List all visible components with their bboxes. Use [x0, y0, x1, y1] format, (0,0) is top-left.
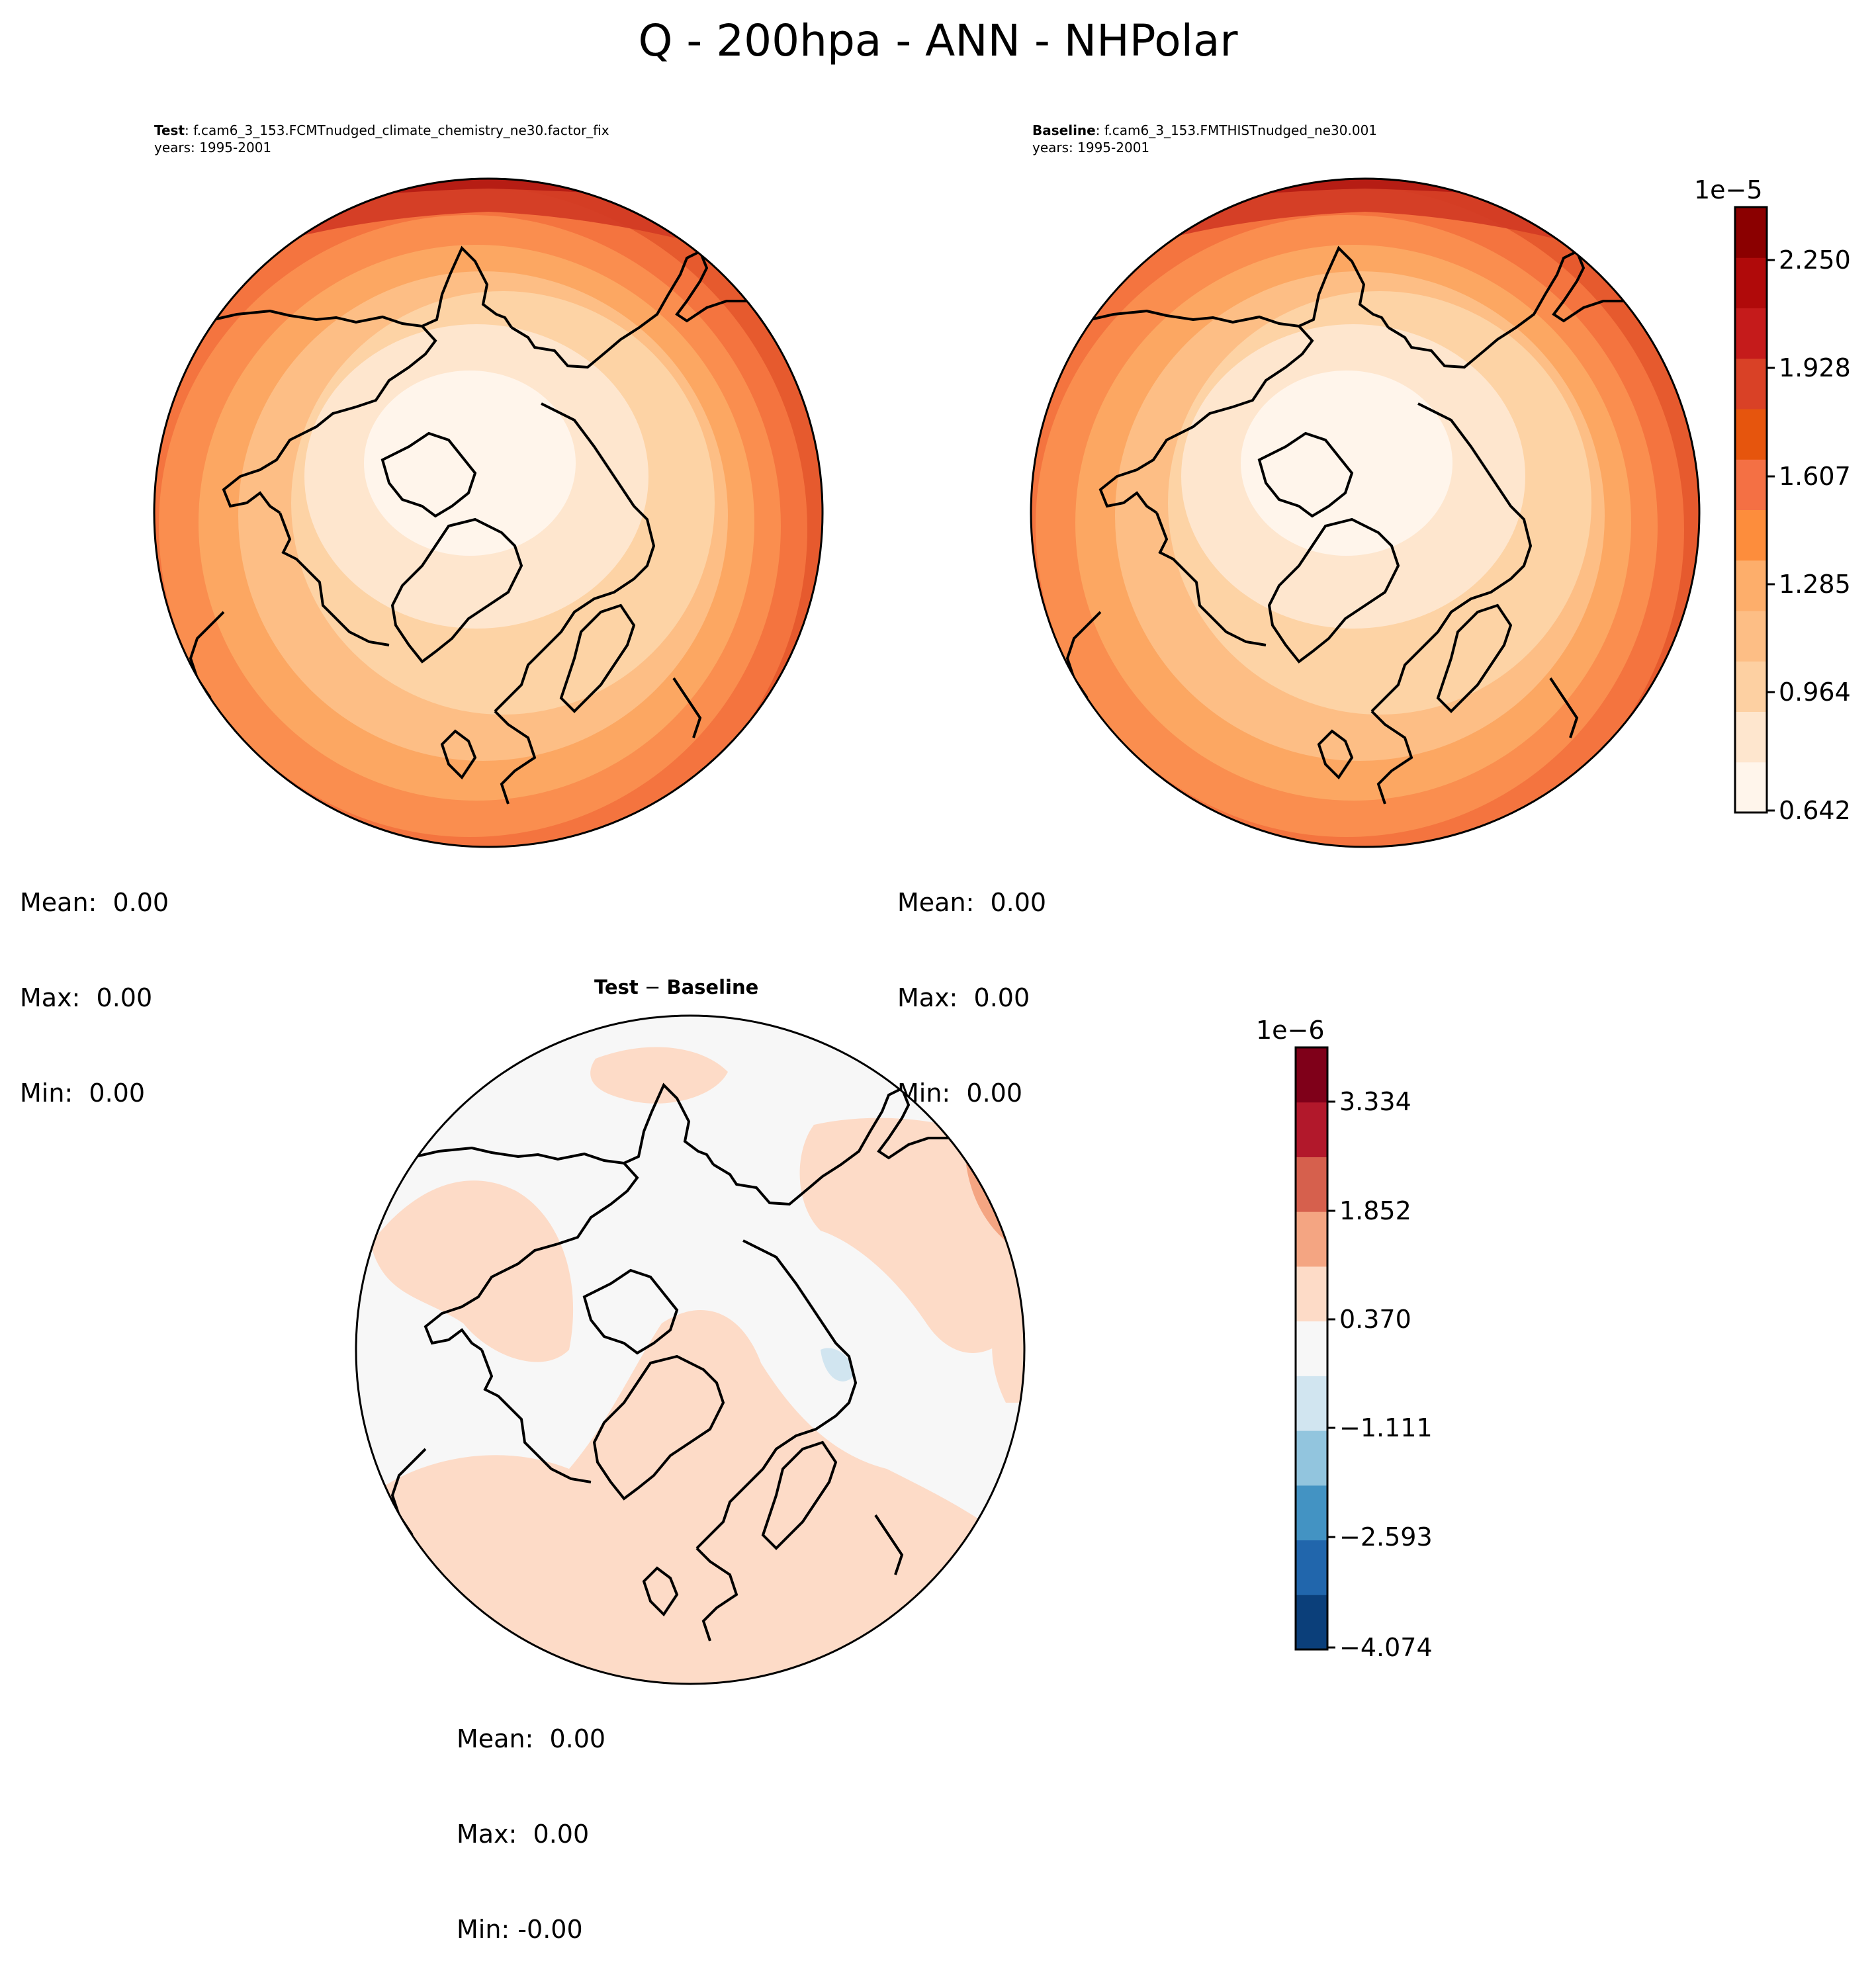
- diff-title-baseline: Baseline: [666, 976, 759, 998]
- baseline-max: Max: 0.00: [897, 983, 1030, 1012]
- test-map: [154, 179, 823, 847]
- diff-colorbar-swatch: [1296, 1047, 1327, 1103]
- figure-title: Q - 200hpa - ANN - NHPolar: [638, 15, 1238, 66]
- test-case-name: : f.cam6_3_153.FCMTnudged_climate_chemis…: [185, 122, 609, 138]
- diff-colorbar-swatch: [1296, 1102, 1327, 1157]
- test-max: Max: 0.00: [20, 983, 153, 1012]
- main-colorbar-swatch: [1735, 308, 1767, 359]
- baseline-map: [1031, 179, 1699, 847]
- main-colorbar-swatch: [1735, 560, 1767, 611]
- diff-title-test: Test: [594, 976, 639, 998]
- diff-colorbar-tick-label: 3.334: [1339, 1087, 1411, 1116]
- diff-map: [356, 1016, 1024, 1684]
- diff-colorbar-swatch: [1296, 1485, 1327, 1541]
- diff-colorbar-tick-label: 0.370: [1339, 1305, 1411, 1334]
- diff-colorbar-tick-label: −1.111: [1339, 1413, 1433, 1442]
- main-colorbar-tick-label: 0.964: [1779, 678, 1851, 707]
- main-colorbar-swatch: [1735, 611, 1767, 662]
- diff-colorbar-swatch: [1296, 1430, 1327, 1486]
- baseline-years: years: 1995-2001: [1032, 140, 1150, 155]
- main-colorbar-tick-label: 2.250: [1779, 245, 1851, 275]
- diff-colorbar-swatch: [1296, 1211, 1327, 1267]
- figure-canvas: 1e−5 2.250 1.928 1.607 1.285 0.964 0.642 1e−6…: [153, 175, 1851, 1685]
- diff-colorbar-swatch: [1296, 1595, 1327, 1650]
- diff-colorbar-swatch: [1296, 1321, 1327, 1376]
- baseline-min: Min: 0.00: [897, 1078, 1022, 1108]
- main-colorbar-tick-label: 1.285: [1779, 570, 1851, 599]
- main-colorbar-swatch: [1735, 661, 1767, 712]
- main-colorbar: 1e−5 2.250 1.928 1.607 1.285 0.964 0.642: [1694, 175, 1851, 825]
- diff-min: Min: -0.00: [457, 1915, 583, 1944]
- main-colorbar-swatch: [1735, 257, 1767, 308]
- main-colorbar-frame: [1734, 206, 1768, 814]
- test-label: Test: [154, 122, 185, 138]
- baseline-map-border: [1030, 177, 1701, 848]
- baseline-panel-header: Baseline: f.cam6_3_153.FMTHISTnudged_ne3…: [1032, 122, 1377, 139]
- main-colorbar-tick-label: 1.928: [1779, 353, 1851, 382]
- baseline-label: Baseline: [1032, 122, 1096, 138]
- diff-mean: Mean: 0.00: [457, 1724, 606, 1753]
- test-stats: Mean: 0.00 Max: 0.00 Min: 0.00: [20, 823, 169, 1141]
- diff-max: Max: 0.00: [457, 1820, 590, 1849]
- baseline-mean: Mean: 0.00: [897, 888, 1047, 917]
- diff-colorbar-exponent: 1e−6: [1256, 1016, 1325, 1045]
- main-colorbar-exponent: 1e−5: [1694, 175, 1763, 204]
- baseline-stats: Mean: 0.00 Max: 0.00 Min: 0.00: [897, 823, 1046, 1141]
- test-mean: Mean: 0.00: [20, 888, 169, 917]
- diff-colorbar-swatch: [1296, 1540, 1327, 1595]
- main-colorbar-swatch: [1735, 762, 1767, 813]
- main-colorbar-swatch: [1735, 711, 1767, 763]
- diff-colorbar-tick-label: −4.074: [1339, 1633, 1433, 1662]
- main-colorbar-swatch: [1735, 459, 1767, 510]
- diff-colorbar: 1e−6 3.334 1.852 0.370 −1.111 −2.593 −4.074: [1256, 1016, 1433, 1662]
- diff-map-border: [355, 1014, 1026, 1685]
- main-colorbar-tick-label: 0.642: [1779, 796, 1851, 825]
- diff-colorbar-tick-label: 1.852: [1339, 1196, 1411, 1225]
- diff-colorbar-tick-label: −2.593: [1339, 1522, 1433, 1552]
- diff-colorbar-frame: [1294, 1046, 1329, 1651]
- diff-colorbar-swatch: [1296, 1376, 1327, 1431]
- main-colorbar-swatch: [1735, 509, 1767, 561]
- baseline-case-name: : f.cam6_3_153.FMTHISTnudged_ne30.001: [1095, 122, 1378, 138]
- test-panel-header: Test: f.cam6_3_153.FCMTnudged_climate_ch…: [154, 122, 609, 139]
- main-colorbar-swatch: [1735, 409, 1767, 460]
- diff-title-operator: −: [638, 976, 667, 998]
- main-colorbar-swatch: [1735, 358, 1767, 410]
- test-min: Min: 0.00: [20, 1078, 145, 1108]
- diff-colorbar-swatch: [1296, 1157, 1327, 1212]
- main-colorbar-swatch: [1735, 207, 1767, 258]
- diff-colorbar-swatch: [1296, 1266, 1327, 1322]
- test-years: years: 1995-2001: [154, 140, 272, 155]
- test-map-border: [153, 177, 824, 848]
- main-colorbar-tick-label: 1.607: [1779, 462, 1851, 491]
- diff-panel-title: Test − Baseline: [594, 976, 758, 998]
